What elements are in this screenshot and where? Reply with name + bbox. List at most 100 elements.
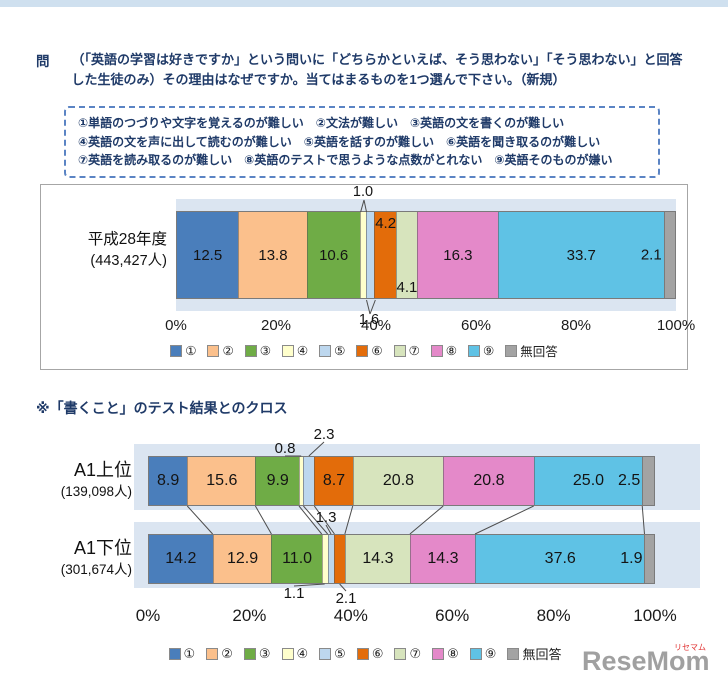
bar-segment-無回答: 2.1 <box>641 212 675 298</box>
legend-swatch <box>207 344 220 357</box>
stacked-bar-a1-upper: 8.9 15.6 9.9 8.7 20.8 20.8 25.0 2.5 <box>148 456 655 506</box>
legend-swatch <box>430 344 443 357</box>
legend-item: ⑦ <box>393 343 420 358</box>
legend-item: ① <box>168 645 196 662</box>
question-line-2: した生徒のみ）その理由はなぜですか。当てはまるものを1つ選んで下さい。（新規） <box>71 72 566 88</box>
legend-swatch <box>505 344 518 357</box>
legend-item: ⑥ <box>356 343 383 358</box>
callout-lower-option6: 2.1 <box>335 590 357 607</box>
bar-value-label: 4.2 <box>375 215 397 232</box>
legend-label: ③ <box>258 645 271 661</box>
watermark-ruby: リセマム <box>674 643 706 652</box>
x-axis-tick: 80% <box>560 317 592 334</box>
bar-segment-無回答: 1.9 <box>620 535 654 583</box>
bar-segment-④ <box>359 212 366 298</box>
x-axis: 0% 20% 40% 60% 80% 100% <box>165 317 695 337</box>
bar-value-label: 14.2 <box>165 550 197 567</box>
x-axis-tick: 0% <box>135 606 161 625</box>
bar-segment-⑦: 20.8 <box>352 457 444 505</box>
x-axis-tick: 20% <box>260 317 292 334</box>
legend-item: ⑨ <box>468 343 494 358</box>
bar-segment-⑥: 8.7 <box>314 457 353 505</box>
bar-value-label: 14.3 <box>362 550 394 567</box>
legend-label: ② <box>221 645 233 661</box>
bar-segment-①: 14.2 <box>149 535 213 583</box>
answer-options-line-2: ④英語の文を声に出して読むのが難しい ⑤英語を話すのが難しい ⑥英語を聞き取るの… <box>78 134 601 149</box>
row-label-count: (443,427人) <box>90 252 167 269</box>
bar-value-label: 25.0 <box>572 472 605 489</box>
legend-swatch <box>469 647 482 660</box>
x-axis-tick: 100% <box>633 606 677 625</box>
bar-segment-⑦: 4.1 <box>395 212 418 298</box>
bar-segment-⑥: 4.2 <box>374 212 396 298</box>
question-section: 問 （「英語の学習は好きですか」という問いに「どちらかといえば、そう思わない」「… <box>36 50 704 90</box>
row-label-count: (301,674人) <box>60 562 132 578</box>
row-label-name: 平成28年度 <box>87 231 167 248</box>
top-divider-strip <box>0 0 728 7</box>
legend-label: ⑤ <box>334 645 346 661</box>
question-label: 問 <box>36 54 50 69</box>
bar-segment-⑦: 14.3 <box>344 535 410 583</box>
stacked-bar-h28: 12.5 13.8 10.6 4.2 4.1 16.3 33.7 2.1 <box>176 211 676 299</box>
x-axis-tick: 60% <box>460 317 492 334</box>
legend-swatch <box>244 344 257 357</box>
bar-value-label: 8.9 <box>157 472 180 489</box>
legend-swatch <box>243 647 256 660</box>
legend-item: ⑤ <box>319 343 345 358</box>
legend-label: 無回答 <box>520 345 558 359</box>
cross-section-heading: ※「書くこと」のテスト結果とのクロス <box>36 400 288 416</box>
row-label-name: A1上位 <box>73 460 132 480</box>
bar-value-label: 4.1 <box>396 279 418 296</box>
callout-label-option4: 1.0 <box>352 184 374 200</box>
legend-item: ④ <box>281 646 308 662</box>
answer-options-line-1: ①単語のつづりや文字を覚えるのが難しい ②文法が難しい ③英語の文を書くのが難し… <box>78 116 565 130</box>
bar-segment-③: 11.0 <box>271 535 322 583</box>
bar-segment-①: 8.9 <box>149 457 188 505</box>
legend-label: ① <box>183 645 196 661</box>
bar-segment-④ <box>298 457 304 505</box>
legend: ① ② ③ ④ ⑤ ⑥ ⑦ ⑧ ⑨ 無回答 <box>30 644 700 663</box>
bar-value-label: 10.6 <box>319 246 349 264</box>
callout-lower-option4: 1.1 <box>283 585 305 602</box>
legend-item: 無回答 <box>505 341 558 360</box>
x-axis-tick: 0% <box>165 317 187 334</box>
legend-item: ⑦ <box>394 646 421 662</box>
row-label-h28: 平成28年度 (443,427人) <box>41 229 167 271</box>
legend: ① ② ③ ④ ⑤ ⑥ ⑦ ⑧ ⑨ 無回答 <box>41 341 687 360</box>
bar-segment-①: 12.5 <box>177 212 239 298</box>
legend-swatch <box>170 344 183 357</box>
bar-segment-⑧: 20.8 <box>443 457 534 505</box>
bar-value-label: 13.8 <box>258 246 288 264</box>
row-label-a1-lower: A1下位 (301,674人) <box>30 536 132 580</box>
bar-value-label: 11.0 <box>282 550 313 567</box>
legend-swatch <box>356 647 369 660</box>
legend-item: ④ <box>281 343 308 358</box>
bar-segment-③: 10.6 <box>306 212 360 298</box>
x-axis-tick: 80% <box>536 606 571 625</box>
bar-segment-⑤ <box>327 535 335 583</box>
legend-swatch <box>432 647 445 660</box>
bar-value-label: 33.7 <box>566 246 596 264</box>
bar-value-label: 2.1 <box>640 246 662 264</box>
bar-segment-⑥ <box>334 535 345 583</box>
legend-swatch <box>319 344 332 357</box>
chart-overall-panel: 平成28年度 (443,427人) 12.5 13.8 10.6 4.2 4.1 16.3… <box>40 184 695 370</box>
bar-segment-⑨: 33.7 <box>497 212 664 298</box>
legend-item: ⑤ <box>319 646 346 662</box>
legend-label: ⑤ <box>334 344 346 358</box>
bar-value-label: 12.9 <box>226 550 259 567</box>
bar-value-label: 9.9 <box>266 472 289 489</box>
answer-options-box: ①単語のつづりや文字を覚えるのが難しい ②文法が難しい ③英語の文を書くのが難し… <box>64 106 660 178</box>
row-label-count: (139,098人) <box>60 484 132 500</box>
bar-segment-⑤ <box>303 457 315 505</box>
legend-swatch <box>206 647 219 660</box>
legend-swatch <box>319 647 332 660</box>
legend-swatch <box>468 344 480 357</box>
bar-value-label: 20.8 <box>473 472 505 489</box>
callout-lower-option5: 1.3 <box>315 509 337 526</box>
x-axis-tick: 40% <box>333 606 368 625</box>
legend-item: ⑧ <box>430 343 457 358</box>
legend-swatch <box>394 647 407 660</box>
legend-item: ① <box>170 343 196 358</box>
legend-label: ⑨ <box>483 344 495 358</box>
